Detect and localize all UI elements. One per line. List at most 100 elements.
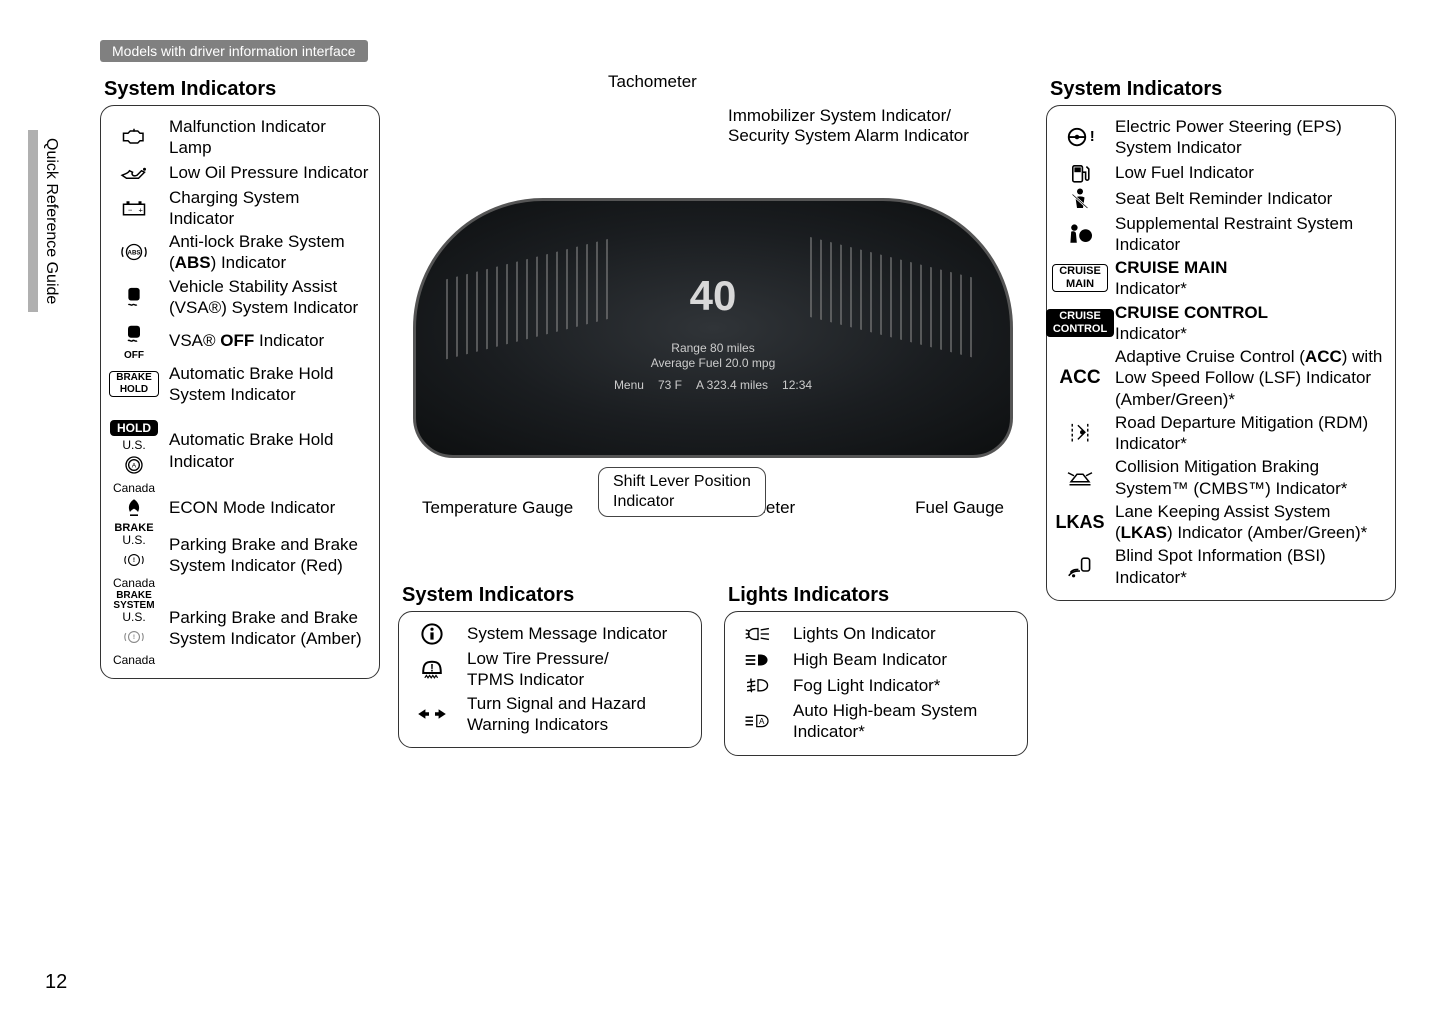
indicator-row: Blind Spot Information (BSI) Indicator* [1057,545,1385,588]
indicator-row: !Low Tire Pressure/ TPMS Indicator [409,648,691,691]
indicator-label: Seat Belt Reminder Indicator [1115,188,1385,209]
indicator-row: A Auto High-beam System Indicator* [735,700,1017,743]
gauge-range-val: 80 miles [710,341,755,355]
callout-tach: Tachometer [608,72,697,92]
indicator-row: BRAKE HOLDAutomatic Brake Hold System In… [111,363,369,406]
indicator-label: Charging System Indicator [169,187,369,230]
gauge-tempout: 73 F [658,378,682,394]
indicator-row: Malfunction Indicator Lamp [111,116,369,159]
cruise_main-icon: CRUISE MAIN [1057,264,1103,292]
sys2-title: System Indicators [402,584,702,607]
gauge-speed: 40 [690,272,737,320]
eps-icon: ! [1057,125,1103,149]
indicator-row: Road Departure Mitigation (RDM) Indicato… [1057,412,1385,455]
svg-text:−: − [128,205,133,214]
indicator-label: ECON Mode Indicator [169,497,369,518]
lights-title: Lights Indicators [728,584,1028,607]
gauge-clock: 12:34 [782,378,812,394]
indicator-row: ! Electric Power Steering (EPS) System In… [1057,116,1385,159]
indicator-label: Low Oil Pressure Indicator [169,162,369,183]
indicator-row: ABSAnti-lock Brake System (ABS) Indicato… [111,231,369,274]
indicator-row: −+ Charging System Indicator [111,187,369,230]
bsi-icon [1057,555,1103,579]
gauge-trip: A 323.4 miles [696,378,768,394]
indicator-row: Turn Signal and Hazard Warning Indicator… [409,693,691,736]
indicator-label: VSA® OFF Indicator [169,330,369,351]
cruise_ctrl-icon: CRUISE CONTROL [1057,309,1103,337]
abs-icon: ABS [111,240,157,264]
indicator-label: Vehicle Stability Assist (VSA®) System I… [169,276,369,319]
indicator-label: Malfunction Indicator Lamp [169,116,369,159]
left-column: System Indicators Malfunction Indicator … [100,72,380,756]
indicator-row: CRUISE CONTROL CRUISE CONTROLIndicator* [1057,302,1385,345]
indicator-label: High Beam Indicator [793,649,1017,670]
indicator-row: ACC Adaptive Cruise Control (ACC) with Lo… [1057,346,1385,410]
indicator-label: Electric Power Steering (EPS) System Ind… [1115,116,1385,159]
center-sys2: System Indicators System Message Indicat… [398,578,702,756]
indicator-label: Low Tire Pressure/ TPMS Indicator [467,648,691,691]
indicator-label: Lane Keeping Assist System (LKAS) Indica… [1115,501,1385,544]
indicator-row: System Message Indicator [409,622,691,646]
left-title: System Indicators [104,78,380,101]
indicator-row: Low Oil Pressure Indicator [111,161,369,185]
page-number: 12 [45,971,67,994]
indicator-row: High Beam Indicator [735,648,1017,672]
indicator-label: Parking Brake and Brake System Indicator… [169,534,369,577]
indicator-label: Turn Signal and Hazard Warning Indicator… [467,693,691,736]
brake_red-icon: BRAKEU.S.!Canada [111,522,157,589]
label-fuel-gauge: Fuel Gauge [915,498,1004,518]
indicator-row: BRAKE SYSTEMU.S.!CanadaParking Brake and… [111,591,369,666]
acc-icon: ACC [1057,367,1103,389]
instrument-cluster-image: 40 Range 80 miles Average Fuel 20.0 mpg … [413,198,1013,458]
model-tag: Models with driver information interface [100,40,368,62]
lkas-icon: LKAS [1057,512,1103,533]
callout-immobilizer: Immobilizer System Indicator/ Security S… [728,106,969,146]
indicator-label: System Message Indicator [467,623,691,644]
indicator-row: CRUISE MAIN CRUISE MAINIndicator* [1057,257,1385,300]
vsa-icon [111,285,157,309]
svg-text:!: ! [133,557,135,564]
auto_hb-icon: A [735,709,781,733]
indicator-row: Collision Mitigation Braking System™ (CM… [1057,456,1385,499]
brake_amber-icon: BRAKE SYSTEMU.S.!Canada [111,591,157,666]
indicator-row: HOLDU.S.ACanadaAutomatic Brake Hold Indi… [111,408,369,494]
cmbs-icon [1057,466,1103,490]
indicator-label: Lights On Indicator [793,623,1017,644]
oil-icon [111,161,157,185]
turn-icon [409,702,455,726]
hold-icon: HOLDU.S.ACanada [111,408,157,494]
right-panel: ! Electric Power Steering (EPS) System In… [1046,105,1396,601]
indicator-label: Collision Mitigation Braking System™ (CM… [1115,456,1385,499]
indicator-label: Low Fuel Indicator [1115,162,1385,183]
svg-text:+: + [139,205,144,214]
indicator-row: Supplemental Restraint System Indicator [1057,213,1385,256]
brakehold-icon: BRAKE HOLD [111,371,157,397]
indicator-label: Supplemental Restraint System Indicator [1115,213,1385,256]
indicator-label: CRUISE MAINIndicator* [1115,257,1385,300]
indicator-label: CRUISE CONTROLIndicator* [1115,302,1385,345]
indicator-row: Lights On Indicator [735,622,1017,646]
srs-icon [1057,222,1103,246]
battery-icon: −+ [111,196,157,220]
side-tab: Quick Reference Guide [28,130,64,312]
econ-icon [111,496,157,520]
right-column: System Indicators !Electric Power Steeri… [1046,72,1396,756]
lights_on-icon [735,622,781,646]
indicator-row: Fog Light Indicator* [735,674,1017,698]
label-temp-gauge: Temperature Gauge [422,498,573,518]
indicator-row: Seat Belt Reminder Indicator [1057,187,1385,211]
svg-text:!: ! [133,634,135,641]
gauge-menu: Menu [614,378,644,394]
center-lights: Lights Indicators Lights On Indicator Hig… [724,578,1028,756]
indicator-label: Adaptive Cruise Control (ACC) with Low S… [1115,346,1385,410]
gauge-avg-val: 20.0 mpg [725,356,775,370]
indicator-label: Auto High-beam System Indicator* [793,700,1017,743]
shift-lever-label: Shift Lever Position Indicator [598,467,766,517]
fog-icon [735,674,781,698]
svg-text:A: A [759,717,765,726]
gauge-range-lbl: Range [671,341,706,355]
indicator-label: Blind Spot Information (BSI) Indicator* [1115,545,1385,588]
indicator-row: BRAKEU.S.!Canada Parking Brake and Brake … [111,522,369,589]
engine-icon [111,125,157,149]
rdm-icon [1057,421,1103,445]
